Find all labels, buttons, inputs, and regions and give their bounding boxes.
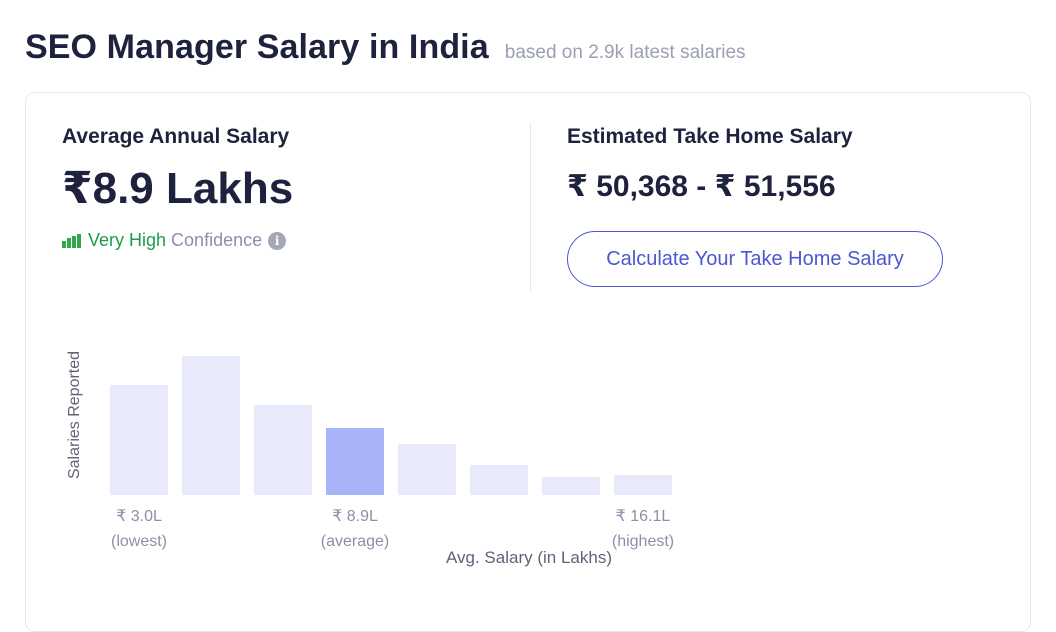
x-tick-label: ₹ 3.0L xyxy=(116,508,162,525)
chart-bar-average xyxy=(326,428,384,495)
x-tick-label: ₹ 16.1L xyxy=(616,508,671,525)
chart-bar xyxy=(182,356,240,495)
page-title: SEO Manager Salary in India xyxy=(25,28,489,66)
x-axis-label: Avg. Salary (in Lakhs) xyxy=(446,548,612,567)
page-subtitle: based on 2.9k latest salaries xyxy=(504,42,746,63)
y-axis-label: Salaries Reported xyxy=(66,351,83,479)
signal-bars-icon xyxy=(62,233,81,248)
average-salary-label: Average Annual Salary xyxy=(62,125,290,148)
confidence-label: Confidence xyxy=(171,230,263,250)
x-tick-label: ₹ 8.9L xyxy=(332,508,378,525)
calculate-take-home-button[interactable]: Calculate Your Take Home Salary xyxy=(567,231,943,287)
chart-bar xyxy=(254,405,312,495)
section-divider xyxy=(530,123,531,291)
average-salary-section: Average Annual Salary ₹8.9 Lakhs Very Hi… xyxy=(62,125,293,251)
chart-bar xyxy=(470,465,528,495)
x-tick-note: (average) xyxy=(321,533,389,550)
chart-bar xyxy=(398,444,456,495)
salary-distribution-chart: ₹ 3.0L (lowest) ₹ 8.9L (average) ₹ 16.1L (hig… xyxy=(66,351,674,567)
confidence-indicator: Very High Confidence i xyxy=(62,230,293,251)
x-tick-note: (lowest) xyxy=(111,533,167,550)
info-icon[interactable]: i xyxy=(268,231,287,250)
take-home-label: Estimated Take Home Salary xyxy=(567,125,853,148)
average-salary-value: ₹8.9 Lakhs xyxy=(62,164,294,213)
chart-bar xyxy=(110,385,168,495)
confidence-strength: Very High xyxy=(88,230,167,250)
chart-bar xyxy=(542,477,600,495)
chart-bar xyxy=(614,475,672,495)
take-home-section: Estimated Take Home Salary ₹ 50,368 - ₹ … xyxy=(567,125,943,287)
page-header: SEO Manager Salary in India based on 2.9… xyxy=(25,28,746,67)
x-tick-note: (highest) xyxy=(612,533,674,550)
take-home-value: ₹ 50,368 - ₹ 51,556 xyxy=(567,170,836,203)
salary-card: Average Annual Salary ₹8.9 Lakhs Very Hi… xyxy=(25,92,1031,632)
